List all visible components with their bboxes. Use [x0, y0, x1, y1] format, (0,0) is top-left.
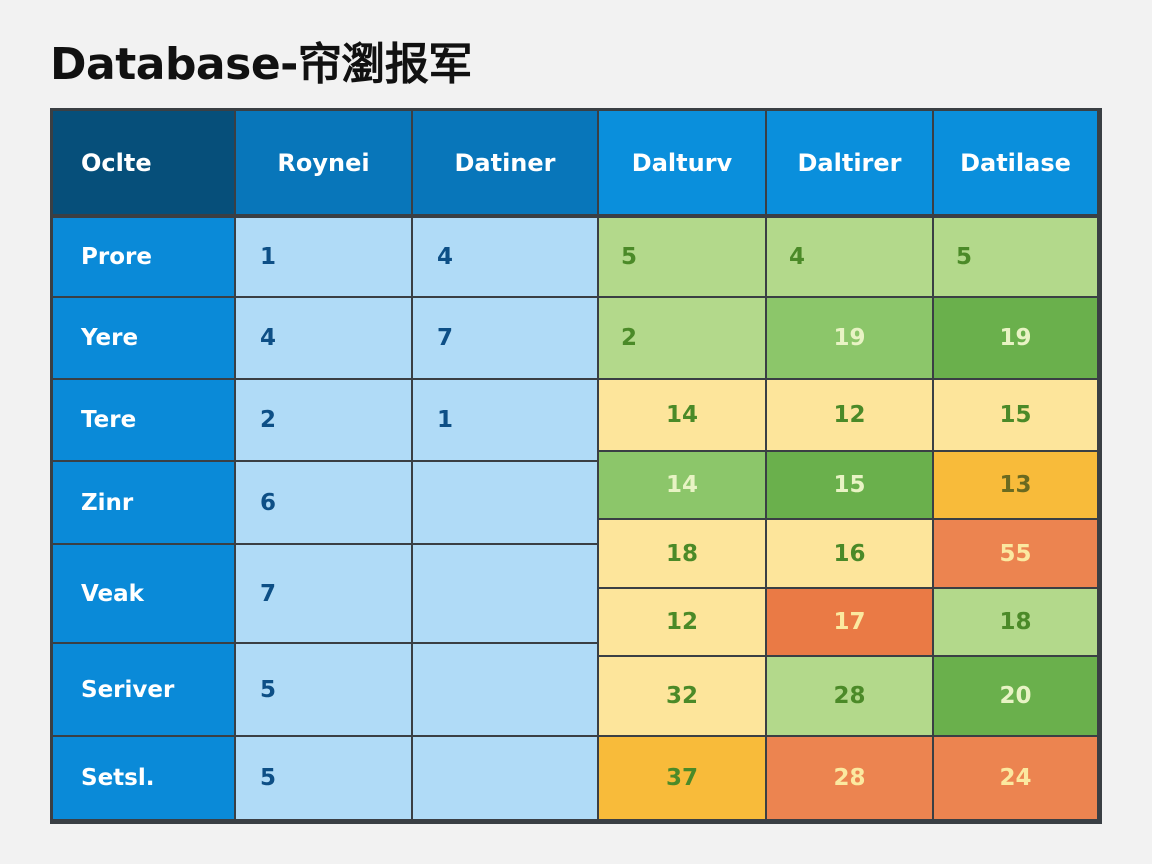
column-header: Roynei [236, 111, 411, 214]
column-header: Dalturv [599, 111, 765, 214]
table-cell: 20 [934, 657, 1097, 735]
page-title: Database-帘瀏报军 [50, 39, 472, 90]
column-header: Datiner [413, 111, 597, 214]
column-header: Oclte [53, 111, 234, 214]
table-cell: 19 [934, 298, 1097, 378]
table-cell: 7 [236, 545, 411, 642]
table-cell: 5 [236, 644, 411, 735]
table-cell: 37 [599, 737, 765, 819]
table-cell: 15 [767, 452, 932, 518]
table-cell: 18 [599, 520, 765, 587]
table-cell: 32 [599, 657, 765, 735]
row-header: Setsl. [53, 737, 234, 819]
column-header: Daltirer [767, 111, 932, 214]
table-cell: 55 [934, 520, 1097, 587]
table-cell: 15 [934, 380, 1097, 450]
table-cell: 4 [236, 298, 411, 378]
row-header: Yere [53, 298, 234, 378]
table-cell: 12 [767, 380, 932, 450]
table-cell: 19 [767, 298, 932, 378]
table-cell: 7 [413, 298, 597, 378]
row-header: Seriver [53, 644, 234, 735]
table-cell: 1 [413, 380, 597, 460]
row-header: Prore [53, 218, 234, 296]
table-cell: 4 [767, 218, 932, 296]
column-header: Datilase [934, 111, 1097, 214]
table-cell: 14 [599, 452, 765, 518]
table-cell: 5 [599, 218, 765, 296]
table-cell: 12 [599, 589, 765, 655]
row-header: Zinr [53, 462, 234, 543]
row-header: Tere [53, 380, 234, 460]
table-cell [413, 644, 597, 735]
row-header: Veak [53, 545, 234, 642]
table-cell: 5 [934, 218, 1097, 296]
table-cell: 1 [236, 218, 411, 296]
table-cell: 16 [767, 520, 932, 587]
table-cell [413, 545, 597, 642]
table-cell: 2 [599, 298, 765, 378]
table-cell: 6 [236, 462, 411, 543]
table-cell: 28 [767, 657, 932, 735]
table-cell: 13 [934, 452, 1097, 518]
table-cell [413, 462, 597, 543]
data-table: Oclte Roynei Datiner Dalturv Daltirer Datilas… [50, 108, 1102, 824]
table-cell: 28 [767, 737, 932, 819]
table-cell: 5 [236, 737, 411, 819]
table-cell: 2 [236, 380, 411, 460]
table-cell: 17 [767, 589, 932, 655]
table-cell: 24 [934, 737, 1097, 819]
table-cell [413, 737, 597, 819]
table-cell: 18 [934, 589, 1097, 655]
table-cell: 14 [599, 380, 765, 450]
table-cell: 4 [413, 218, 597, 296]
